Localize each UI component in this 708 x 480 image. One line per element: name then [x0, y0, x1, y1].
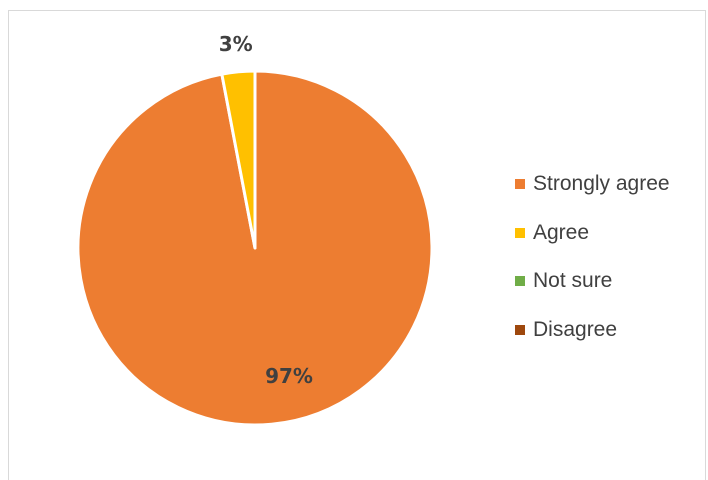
chart-frame	[8, 10, 706, 480]
legend-swatch-agree	[515, 227, 525, 238]
pie-slices	[76, 69, 434, 427]
legend-label-agree: Agree	[533, 220, 590, 244]
legend-label-not-sure: Not sure	[533, 269, 613, 293]
legend: Strongly agree Agree Not sure Disagree	[515, 160, 670, 354]
data-label-strongly-agree: 97%	[265, 364, 313, 388]
legend-item-strongly-agree: Strongly agree	[515, 160, 670, 209]
legend-swatch-not-sure	[515, 276, 525, 287]
legend-swatch-strongly-agree	[515, 179, 525, 190]
legend-item-agree: Agree	[515, 209, 670, 258]
legend-label-disagree: Disagree	[533, 317, 618, 341]
legend-item-disagree: Disagree	[515, 306, 670, 355]
pie-slice-strongly-agree	[76, 69, 434, 427]
legend-swatch-disagree	[515, 324, 525, 335]
data-label-agree: 3%	[219, 32, 253, 56]
data-labels: 97% 3%	[219, 32, 313, 388]
legend-label-strongly-agree: Strongly agree	[533, 172, 670, 196]
legend-item-not-sure: Not sure	[515, 257, 670, 306]
pie-slice-agree	[220, 69, 257, 250]
